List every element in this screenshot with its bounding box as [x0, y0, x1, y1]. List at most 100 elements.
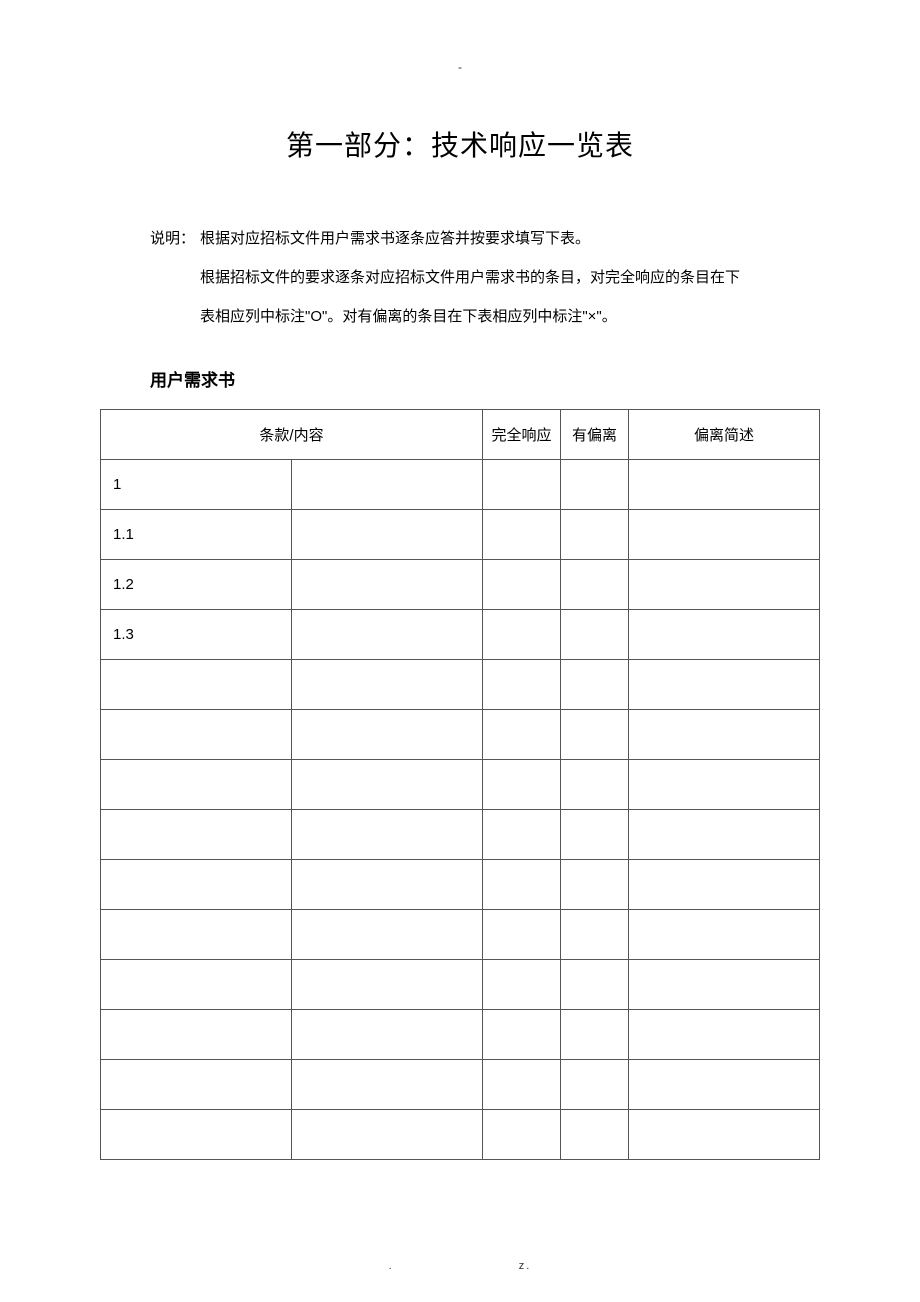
- cell-full-response: [483, 660, 561, 710]
- cell-full-response: [483, 960, 561, 1010]
- cell-clause-num: [101, 960, 292, 1010]
- cell-clause-num: [101, 810, 292, 860]
- col-header-deviation-desc: 偏离简述: [629, 410, 820, 460]
- cell-clause-num: [101, 910, 292, 960]
- cell-deviation-desc: [629, 1010, 820, 1060]
- section-subtitle: 用户需求书: [150, 366, 820, 391]
- cell-clause-num: [101, 1110, 292, 1160]
- instruction-spacer: [150, 297, 200, 336]
- instruction-row: 说明： 根据对应招标文件用户需求书逐条应答并按要求填写下表。: [150, 219, 820, 258]
- cell-clause-num: 1: [101, 460, 292, 510]
- table-row: 1.2: [101, 560, 820, 610]
- cell-deviation: [561, 610, 629, 660]
- cell-clause-content: [292, 960, 483, 1010]
- page-container: - 第一部分：技术响应一览表 说明： 根据对应招标文件用户需求书逐条应答并按要求…: [0, 0, 920, 1200]
- cell-clause-num: [101, 710, 292, 760]
- table-row: [101, 1110, 820, 1160]
- cell-deviation: [561, 1010, 629, 1060]
- cell-full-response: [483, 560, 561, 610]
- response-table-wrap: 条款/内容 完全响应 有偏离 偏离简述 11.11.21.3: [100, 409, 820, 1160]
- cell-clause-content: [292, 510, 483, 560]
- page-title: 第一部分：技术响应一览表: [100, 124, 820, 164]
- cell-deviation: [561, 710, 629, 760]
- cell-deviation: [561, 860, 629, 910]
- cell-full-response: [483, 860, 561, 910]
- table-row: [101, 660, 820, 710]
- table-row: 1.1: [101, 510, 820, 560]
- cell-deviation-desc: [629, 710, 820, 760]
- cell-clause-num: [101, 1060, 292, 1110]
- cell-deviation-desc: [629, 960, 820, 1010]
- cell-clause-content: [292, 910, 483, 960]
- cell-deviation: [561, 960, 629, 1010]
- table-row: [101, 910, 820, 960]
- col-header-clause: 条款/内容: [101, 410, 483, 460]
- cell-deviation: [561, 810, 629, 860]
- cell-clause-content: [292, 1110, 483, 1160]
- cell-clause-content: [292, 560, 483, 610]
- cell-deviation-desc: [629, 860, 820, 910]
- cell-deviation: [561, 660, 629, 710]
- cell-deviation-desc: [629, 910, 820, 960]
- col-header-deviation: 有偏离: [561, 410, 629, 460]
- table-header-row: 条款/内容 完全响应 有偏离 偏离简述: [101, 410, 820, 460]
- cell-full-response: [483, 460, 561, 510]
- cell-deviation-desc: [629, 660, 820, 710]
- cell-deviation-desc: [629, 460, 820, 510]
- cell-deviation-desc: [629, 1110, 820, 1160]
- cell-full-response: [483, 1110, 561, 1160]
- instruction-row: 根据招标文件的要求逐条对应招标文件用户需求书的条目，对完全响应的条目在下: [150, 258, 820, 297]
- cell-full-response: [483, 1060, 561, 1110]
- cell-clause-content: [292, 860, 483, 910]
- cell-full-response: [483, 810, 561, 860]
- table-body: 11.11.21.3: [101, 460, 820, 1160]
- response-table: 条款/内容 完全响应 有偏离 偏离简述 11.11.21.3: [100, 409, 820, 1160]
- instruction-line-2: 根据招标文件的要求逐条对应招标文件用户需求书的条目，对完全响应的条目在下: [200, 258, 820, 297]
- cell-clause-content: [292, 710, 483, 760]
- table-row: 1.3: [101, 610, 820, 660]
- cell-clause-num: 1.1: [101, 510, 292, 560]
- cell-clause-num: [101, 860, 292, 910]
- table-row: [101, 1060, 820, 1110]
- cell-deviation: [561, 1060, 629, 1110]
- cell-clause-num: [101, 760, 292, 810]
- footer-left: .: [389, 1260, 394, 1272]
- header-mark: -: [100, 60, 820, 74]
- cell-deviation: [561, 560, 629, 610]
- cell-clause-num: 1.3: [101, 610, 292, 660]
- table-row: [101, 960, 820, 1010]
- page-footer: . z.: [0, 1260, 920, 1272]
- table-row: [101, 1010, 820, 1060]
- footer-right: z.: [519, 1260, 532, 1272]
- cell-clause-content: [292, 660, 483, 710]
- table-row: [101, 810, 820, 860]
- cell-clause-num: [101, 660, 292, 710]
- instruction-line-1: 根据对应招标文件用户需求书逐条应答并按要求填写下表。: [200, 219, 820, 258]
- cell-full-response: [483, 510, 561, 560]
- cell-deviation-desc: [629, 510, 820, 560]
- cell-clause-num: [101, 1010, 292, 1060]
- table-row: 1: [101, 460, 820, 510]
- cell-deviation: [561, 460, 629, 510]
- instruction-line-3: 表相应列中标注"O"。对有偏离的条目在下表相应列中标注"×"。: [200, 297, 820, 336]
- cell-clause-content: [292, 1060, 483, 1110]
- cell-deviation-desc: [629, 760, 820, 810]
- cell-deviation: [561, 510, 629, 560]
- cell-full-response: [483, 1010, 561, 1060]
- table-row: [101, 760, 820, 810]
- cell-full-response: [483, 710, 561, 760]
- cell-full-response: [483, 760, 561, 810]
- col-header-full-response: 完全响应: [483, 410, 561, 460]
- cell-deviation-desc: [629, 610, 820, 660]
- table-row: [101, 710, 820, 760]
- cell-clause-content: [292, 760, 483, 810]
- cell-full-response: [483, 910, 561, 960]
- cell-clause-content: [292, 460, 483, 510]
- instructions-block: 说明： 根据对应招标文件用户需求书逐条应答并按要求填写下表。 根据招标文件的要求…: [150, 219, 820, 336]
- cell-clause-content: [292, 610, 483, 660]
- cell-deviation: [561, 1110, 629, 1160]
- cell-deviation-desc: [629, 560, 820, 610]
- table-row: [101, 860, 820, 910]
- cell-deviation-desc: [629, 810, 820, 860]
- cell-deviation-desc: [629, 1060, 820, 1110]
